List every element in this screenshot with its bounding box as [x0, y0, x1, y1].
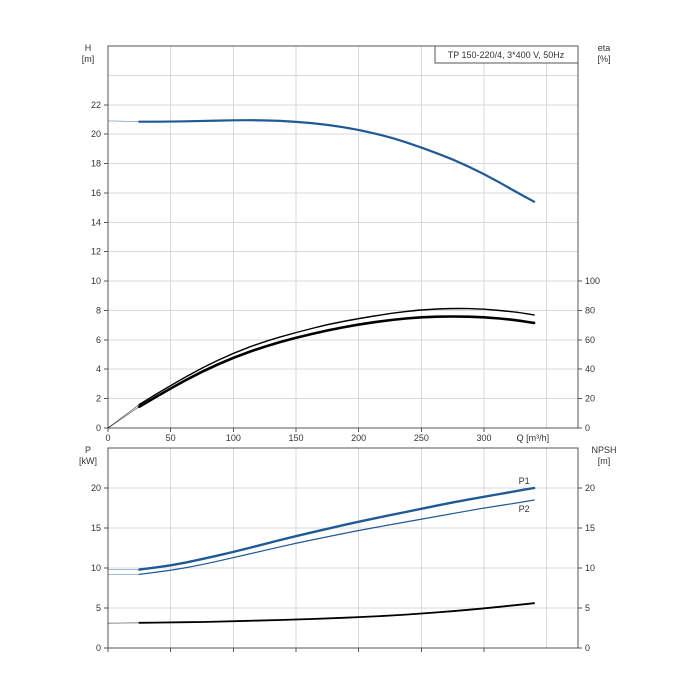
y-left-axis-unit: [kW]: [79, 456, 97, 466]
y-left-tick-label: 10: [91, 276, 101, 286]
y-left-tick-label: 0: [96, 423, 101, 433]
y-left-tick-label: 18: [91, 159, 101, 169]
series-2-line: [138, 307, 535, 406]
x-tick-label: 250: [414, 433, 429, 443]
y-right-tick-label: 10: [585, 563, 595, 573]
x-tick-label: 50: [166, 433, 176, 443]
series-1-extension: [107, 120, 140, 123]
y-left-tick-label: 8: [96, 305, 101, 315]
series-3-extension: [107, 406, 140, 429]
series-3-line: [138, 602, 535, 624]
y-left-tick-label: 10: [91, 563, 101, 573]
p2-line: [138, 499, 535, 575]
x-tick-label: 200: [351, 433, 366, 443]
series-1-line: [138, 119, 536, 203]
plot-frame: [107, 45, 579, 429]
y-left-axis-unit: [m]: [82, 54, 95, 64]
y-right-axis-label: NPSH: [591, 445, 616, 455]
y-left-tick-label: 20: [91, 129, 101, 139]
y-left-tick-label: 14: [91, 217, 101, 227]
y-right-tick-label: 5: [585, 603, 590, 613]
y-left-tick-label: 22: [91, 100, 101, 110]
y-right-tick-label: 100: [585, 276, 600, 286]
y-left-tick-label: 16: [91, 188, 101, 198]
x-tick-label: 300: [476, 433, 491, 443]
y-left-axis-label: H: [85, 43, 92, 53]
x-tick-label: 100: [226, 433, 241, 443]
head-efficiency-plot: 0 2 4 6 8 10 12 14 16 18 20 22 0 20 40 60 80 100 0 50 100 150…: [82, 43, 611, 443]
x-tick-label: 150: [288, 433, 303, 443]
y-right-tick-label: 0: [585, 643, 590, 653]
y-right-tick-label: 40: [585, 364, 595, 374]
y-right-tick-label: 20: [585, 394, 595, 404]
y-left-tick-label: 20: [91, 483, 101, 493]
y-right-tick-label: 60: [585, 335, 595, 345]
y-left-axis-label: P: [85, 445, 91, 455]
p2-label: P2: [519, 504, 530, 514]
y-left-tick-label: 15: [91, 523, 101, 533]
p1-label: P1: [519, 476, 530, 486]
y-right-axis-unit: [m]: [598, 456, 611, 466]
series-3-line: [138, 315, 536, 408]
y-left-tick-label: 2: [96, 394, 101, 404]
y-left-tick-label: 6: [96, 335, 101, 345]
plot-frame: [107, 447, 579, 649]
power-npsh-plot: 0 5 10 15 20 0 5 10 15 20 P[kW] NPSH[m] P1 P2: [79, 445, 617, 653]
y-left-tick-label: 0: [96, 643, 101, 653]
y-right-tick-label: 80: [585, 305, 595, 315]
y-right-tick-label: 20: [585, 483, 595, 493]
chart-title-box: [434, 45, 579, 64]
p1-line: [138, 486, 536, 571]
y-right-axis-unit: [%]: [597, 54, 610, 64]
x-tick-label: 0: [105, 433, 110, 443]
x-axis-label: Q [m³/h]: [517, 433, 550, 443]
gridlines: [107, 46, 578, 429]
chart-title: TP 150-220/4, 3*400 V, 50Hz: [448, 50, 565, 60]
y-right-tick-label: 0: [585, 423, 590, 433]
y-right-tick-label: 15: [585, 523, 595, 533]
y-right-axis-label: eta: [598, 43, 611, 53]
y-left-tick-label: 5: [96, 603, 101, 613]
y-left-tick-label: 12: [91, 247, 101, 257]
y-left-tick-label: 4: [96, 364, 101, 374]
